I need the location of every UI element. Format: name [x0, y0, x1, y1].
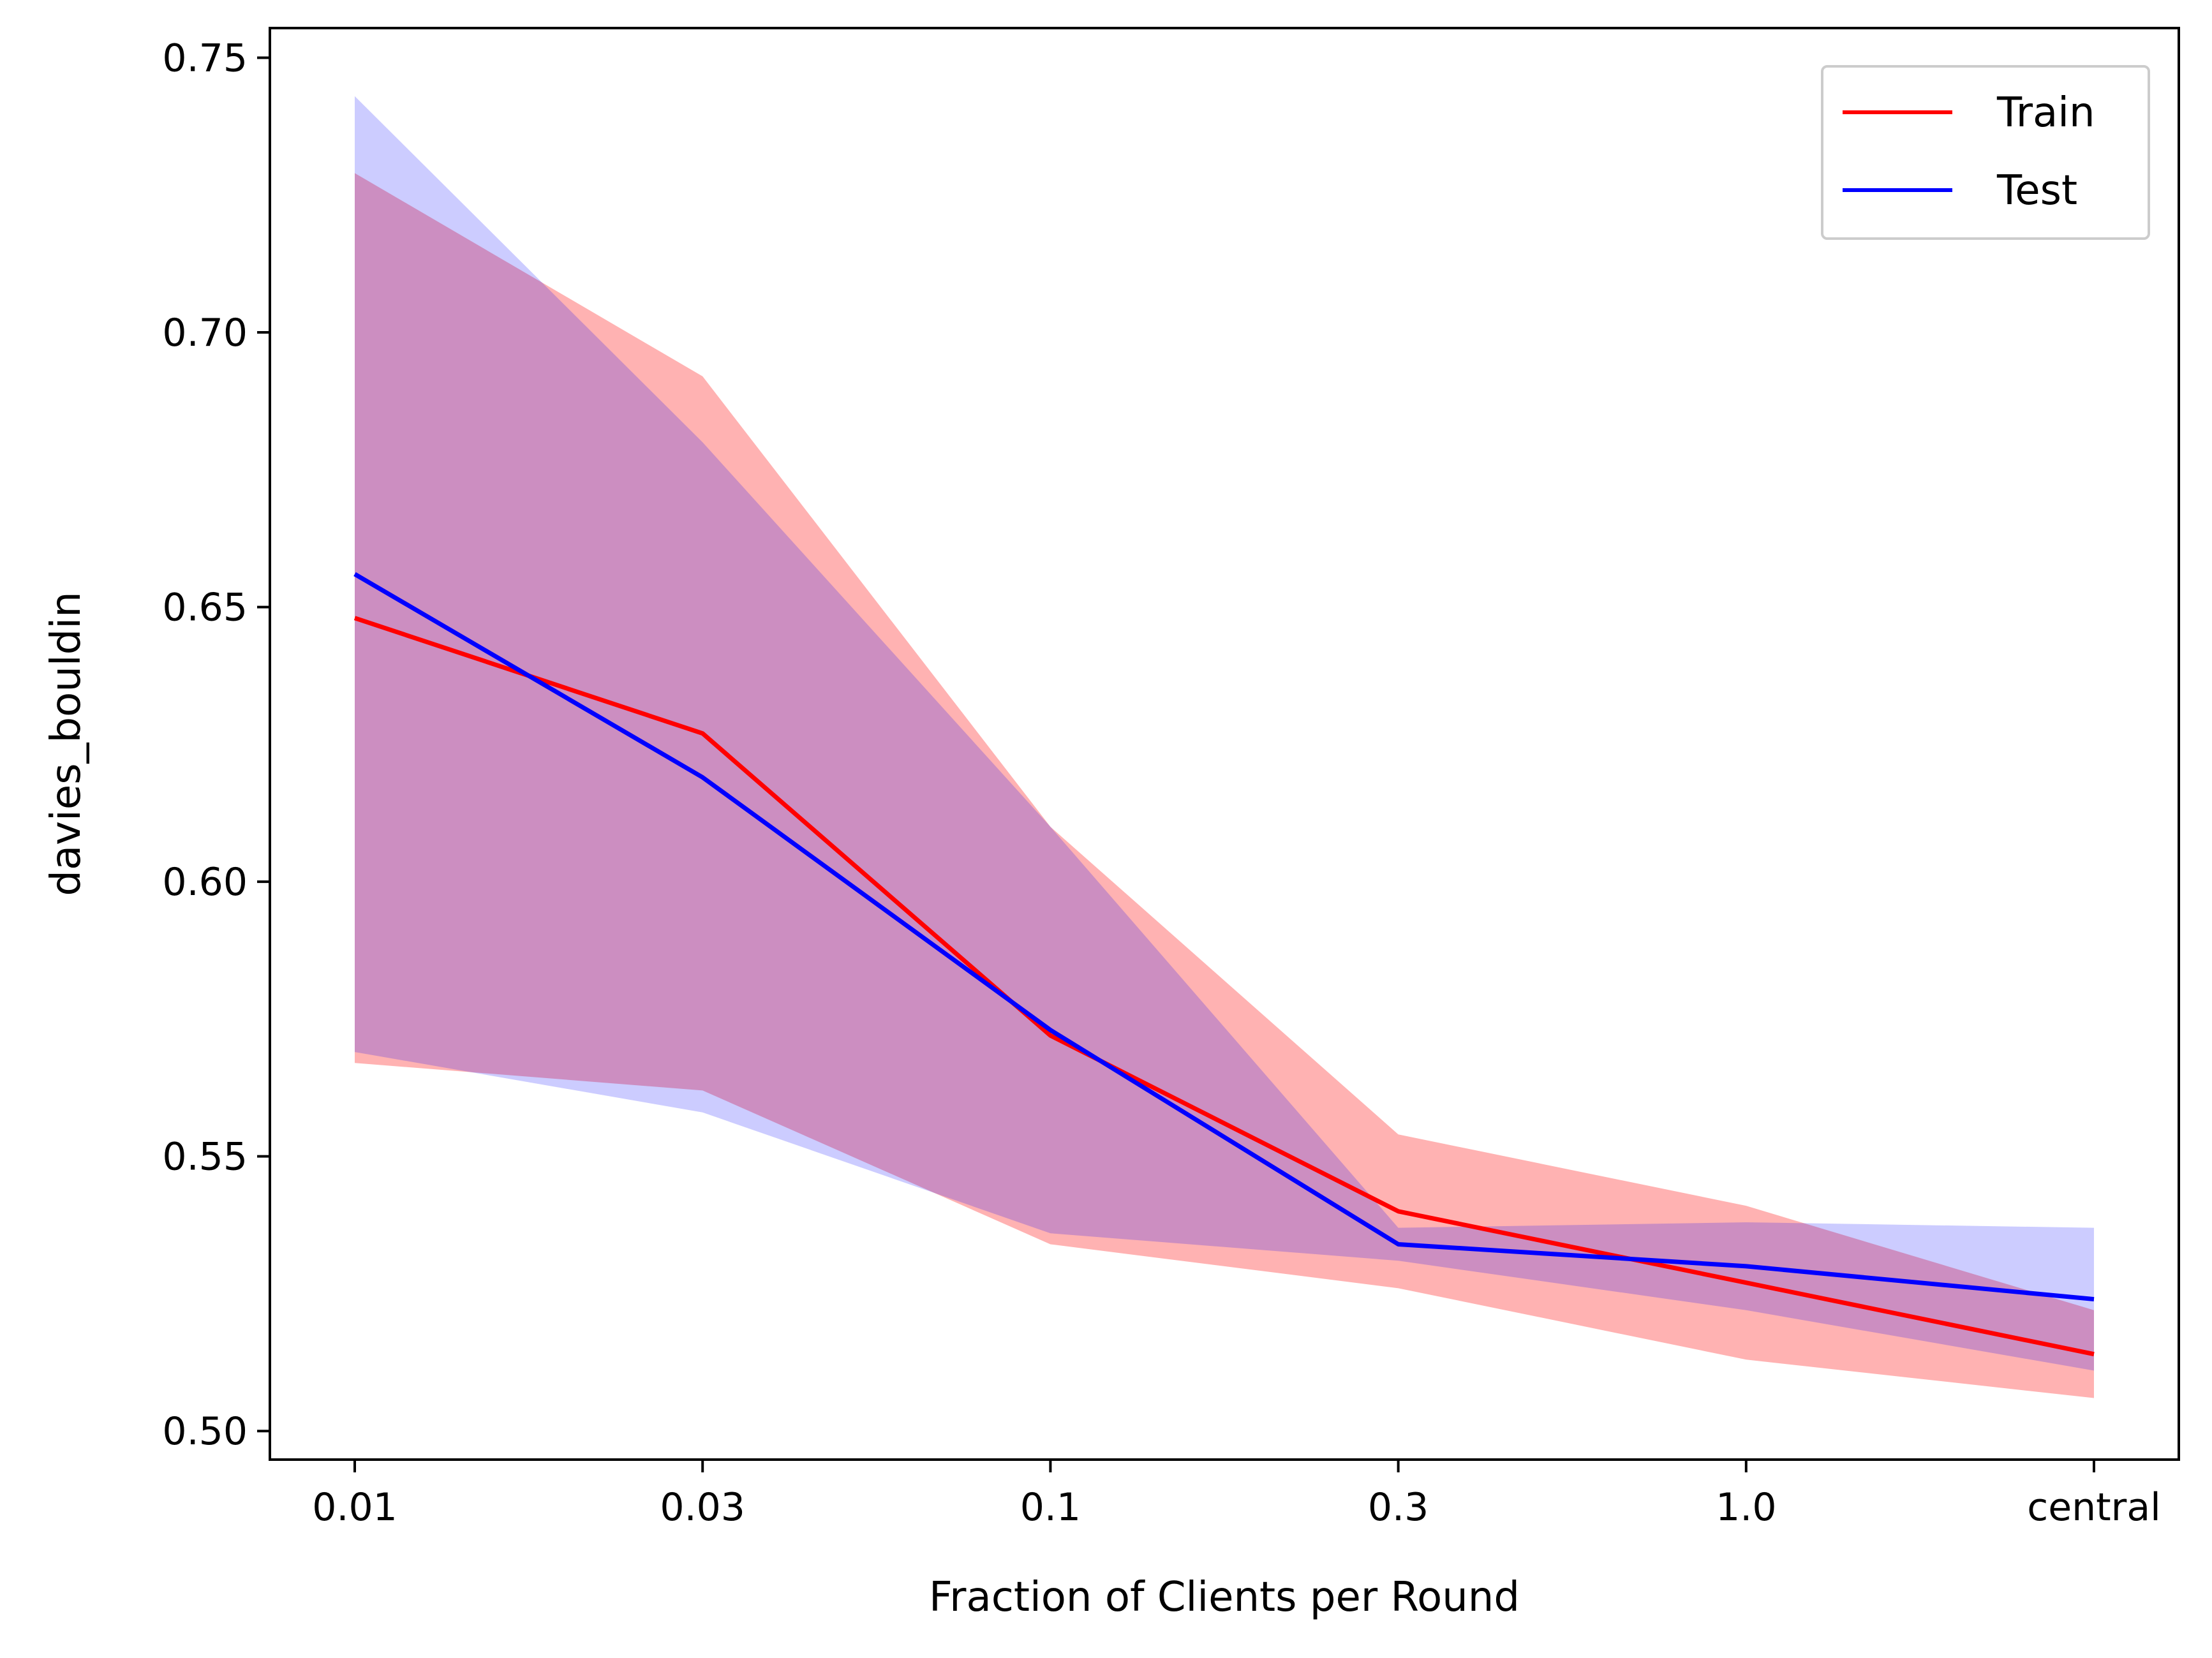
plot-area-frame: [269, 27, 2180, 1461]
confidence-bands: [355, 96, 2094, 1398]
x-tick-label: 0.03: [660, 1485, 745, 1530]
x-axis-ticks: 0.01 0.03 0.1 0.3 1.0 central: [312, 1460, 2161, 1530]
x-tick-label: 0.01: [312, 1485, 397, 1530]
y-tick-label: 0.70: [162, 311, 248, 355]
x-tick-label: 0.3: [1368, 1485, 1429, 1530]
y-tick-label: 0.60: [162, 860, 248, 905]
band-train: [355, 173, 2094, 1398]
series-lines: [353, 572, 2095, 1357]
band-test: [355, 96, 2094, 1371]
line-train: [353, 616, 2095, 1357]
legend: Train Test: [1821, 65, 2150, 240]
y-tick-label: 0.65: [162, 586, 248, 630]
y-tick-label: 0.75: [162, 36, 248, 80]
y-axis-label: davies_bouldin: [43, 591, 90, 896]
line-test: [353, 572, 2095, 1302]
x-tick-label: central: [2027, 1485, 2161, 1530]
x-tick-label: 0.1: [1020, 1485, 1081, 1530]
legend-box: [1821, 65, 2150, 240]
legend-label-train: Train: [1996, 89, 2095, 137]
y-tick-label: 0.50: [162, 1409, 248, 1454]
legend-label-test: Test: [1996, 167, 2077, 214]
x-tick-label: 1.0: [1716, 1485, 1776, 1530]
y-axis-ticks: 0.50 0.55 0.60 0.65 0.70 0.75: [162, 36, 270, 1454]
x-axis-label: Fraction of Clients per Round: [929, 1574, 1520, 1621]
y-tick-label: 0.55: [162, 1135, 248, 1180]
